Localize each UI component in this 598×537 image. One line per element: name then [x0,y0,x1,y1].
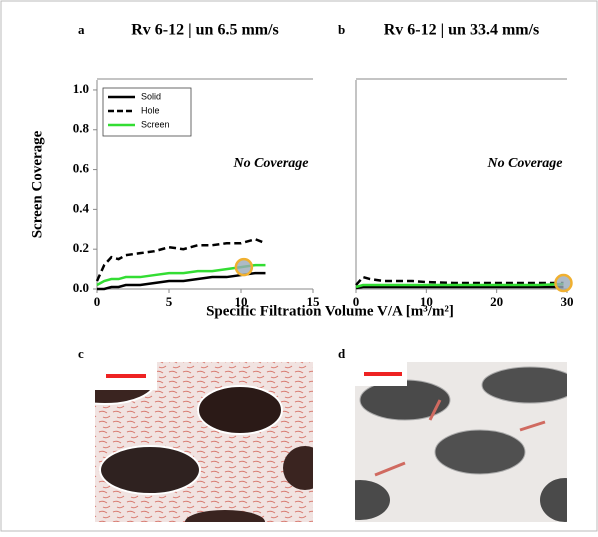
annotation: No Coverage [232,156,308,171]
panel-label: c [78,346,84,361]
x-tick-label: 0 [353,294,360,309]
y-tick-label: 0.0 [73,280,89,295]
y-tick-label: 0.4 [73,200,90,215]
x-tick-label: 5 [166,294,173,309]
y-tick-label: 1.0 [73,81,89,96]
legend-label: Solid [141,91,161,101]
panel-label: b [338,22,345,37]
legend-label: Hole [141,105,160,115]
y-axis-label: Screen Coverage [29,130,45,238]
highlight-marker [234,257,254,277]
series-line [355,285,564,290]
x-tick-label: 15 [307,294,321,309]
panel-label: a [78,22,85,37]
panel-label: d [338,346,346,361]
highlight-marker [554,273,573,293]
chart-title: Rv 6-12 | un 33.4 mm/s [384,22,540,39]
photo [95,362,313,522]
x-tick-label: 10 [420,294,433,309]
series-line [97,271,266,291]
photo [355,362,567,522]
y-tick-label: 0.2 [73,240,89,255]
chart-title: Rv 6-12 | un 6.5 mm/s [131,22,279,39]
series-line [95,237,266,282]
series-line [355,282,564,289]
x-tick-label: 10 [235,294,248,309]
y-tick-label: 0.6 [73,161,90,176]
series-line [355,275,564,286]
x-tick-label: 0 [94,294,101,309]
x-axis-label: Specific Filtration Volume V/A [m³/m²] [206,303,454,319]
legend-label: Screen [141,119,170,129]
x-tick-label: 20 [490,294,503,309]
x-tick-label: 30 [561,294,574,309]
annotation: No Coverage [486,156,562,171]
y-tick-label: 0.8 [73,121,90,136]
